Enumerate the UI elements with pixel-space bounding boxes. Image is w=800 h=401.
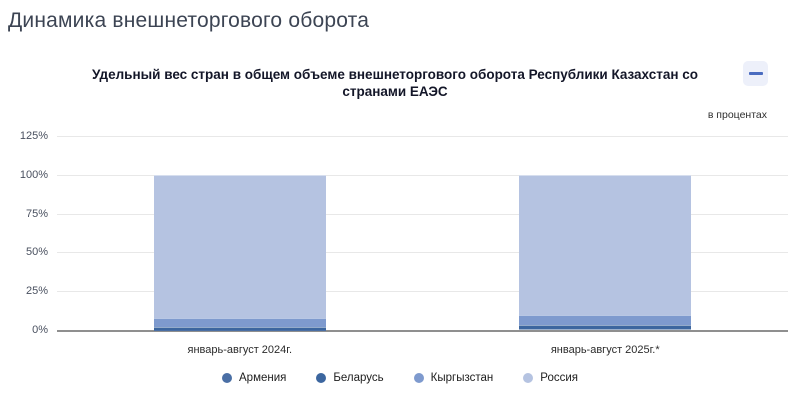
legend-dot-icon <box>523 373 534 383</box>
chart-menu-button[interactable] <box>743 61 768 86</box>
legend-item-Россия[interactable]: Россия <box>523 372 578 384</box>
y-axis-tick: 75% <box>25 207 48 220</box>
legend: Армения Беларусь Кыргызстан Россия <box>0 372 800 384</box>
bar-segment-Кыргызстан[interactable] <box>153 317 326 327</box>
x-axis-line <box>57 330 788 332</box>
bar-segment-Россия[interactable] <box>153 174 326 318</box>
legend-dot-icon <box>316 373 327 383</box>
legend-item-Беларусь[interactable]: Беларусь <box>316 372 384 384</box>
chart-title: Удельный вес стран в общем объеме внешне… <box>91 67 699 99</box>
unit-label: в процентах <box>707 109 767 121</box>
gridline <box>57 174 788 176</box>
stacked-bar[interactable] <box>519 174 692 330</box>
legend-item-Кыргызстан[interactable]: Кыргызстан <box>413 372 494 384</box>
gridline <box>57 136 788 137</box>
x-axis-tick: январь-август 2025г.* <box>550 344 660 356</box>
bar-segment-Беларусь[interactable] <box>519 325 692 330</box>
legend-dot-icon <box>413 373 424 383</box>
gridline <box>57 291 788 293</box>
y-axis-tick: 25% <box>25 285 48 298</box>
bar-segment-Россия[interactable] <box>519 174 692 316</box>
legend-label: Беларусь <box>333 372 384 384</box>
y-axis-tick: 100% <box>19 168 48 181</box>
legend-item-Армения[interactable]: Армения <box>222 372 286 384</box>
legend-dot-icon <box>222 373 232 383</box>
bar-segment-Беларусь[interactable] <box>153 326 326 330</box>
x-axis-tick: январь-август 2024г. <box>187 344 293 356</box>
plot-area: 0% 25% 50% 75% 100% 125% январь-август 2024г. я… <box>0 130 800 360</box>
y-axis-tick: 125% <box>19 130 48 142</box>
gridline <box>57 213 788 215</box>
page-title: Динамика внешнеторгового оборота <box>8 9 370 32</box>
bar-segment-Кыргызстан[interactable] <box>519 315 692 326</box>
legend-label: Кыргызстан <box>430 372 494 384</box>
legend-label: Россия <box>540 372 578 384</box>
y-axis-tick: 0% <box>32 324 48 336</box>
legend-label: Армения <box>239 372 287 384</box>
gridline <box>57 252 788 254</box>
y-axis-tick: 50% <box>25 246 48 259</box>
stacked-bar[interactable] <box>153 174 326 330</box>
bar-segment-Армения[interactable] <box>519 329 692 330</box>
